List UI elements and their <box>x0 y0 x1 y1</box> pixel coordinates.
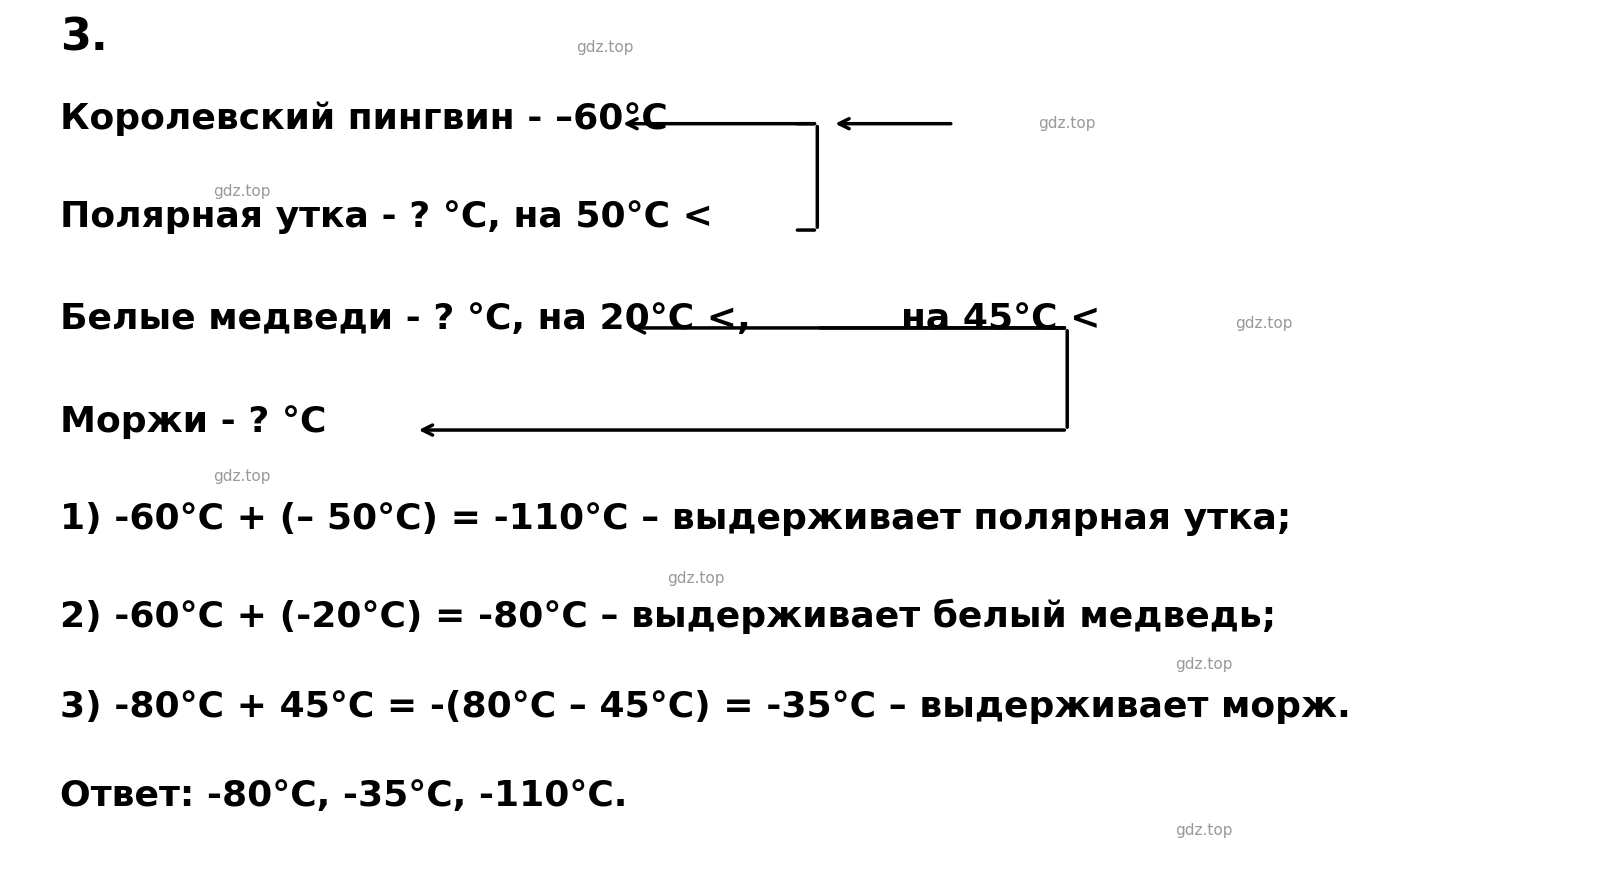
Text: 2) -60°C + (-20°C) = -80°C – выдерживает белый медведь;: 2) -60°C + (-20°C) = -80°C – выдерживает… <box>60 599 1276 634</box>
Text: gdz.top: gdz.top <box>213 469 271 484</box>
Text: gdz.top: gdz.top <box>1039 116 1095 132</box>
Text: gdz.top: gdz.top <box>1236 316 1294 331</box>
Text: Ответ: -80°C, -35°C, -110°C.: Ответ: -80°C, -35°C, -110°C. <box>60 779 627 813</box>
Text: gdz.top: gdz.top <box>213 185 271 199</box>
Text: gdz.top: gdz.top <box>668 571 724 586</box>
Text: gdz.top: gdz.top <box>1174 822 1232 838</box>
Text: Белые медведи - ? °C, на 20°C <,: Белые медведи - ? °C, на 20°C <, <box>60 302 750 336</box>
Text: 1) -60°C + (– 50°C) = -110°C – выдерживает полярная утка;: 1) -60°C + (– 50°C) = -110°C – выдержива… <box>60 503 1292 537</box>
Text: 3) -80°C + 45°C = -(80°C – 45°C) = -35°C – выдерживает морж.: 3) -80°C + 45°C = -(80°C – 45°C) = -35°C… <box>60 690 1350 724</box>
Text: gdz.top: gdz.top <box>1174 657 1232 672</box>
Text: Королевский пингвин - –60°C: Королевский пингвин - –60°C <box>60 102 668 137</box>
Text: на 45°C <: на 45°C < <box>900 302 1100 336</box>
Text: Моржи - ? °C: Моржи - ? °C <box>60 404 326 439</box>
Text: 3.: 3. <box>60 17 108 60</box>
Text: Полярная утка - ? °C, на 50°C <: Полярная утка - ? °C, на 50°C < <box>60 200 713 234</box>
Text: gdz.top: gdz.top <box>576 39 634 55</box>
